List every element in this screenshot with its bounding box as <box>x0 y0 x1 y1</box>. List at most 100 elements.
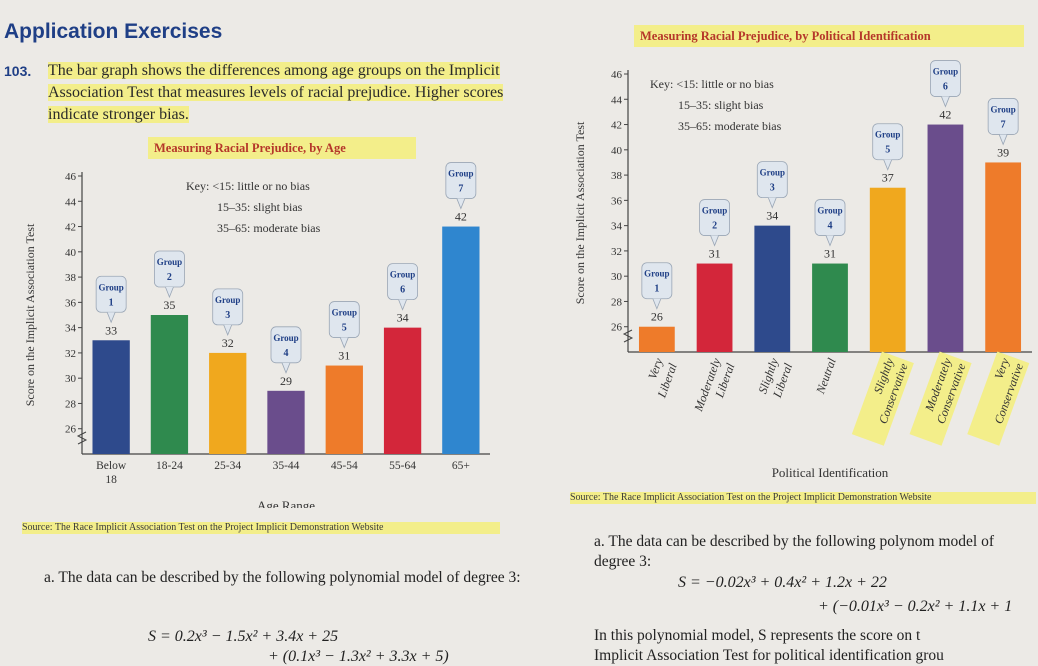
exercise-number: 103. <box>4 63 32 79</box>
group-number-7: 7 <box>458 184 463 195</box>
group-number-4: 4 <box>284 348 289 359</box>
group-number-6: 6 <box>400 285 405 296</box>
data-label-5: 37 <box>882 171 894 185</box>
y-tick-label-44: 44 <box>611 94 623 106</box>
x-tick-highlight-5 <box>851 351 914 446</box>
x-tick-label-5: 45-54 <box>331 460 358 472</box>
y-tick-label-26: 26 <box>65 424 77 436</box>
y-tick-label-46: 46 <box>611 69 623 81</box>
chart-title: Measuring Racial Prejudice, by Age <box>154 141 346 155</box>
left-question-a: a. The data can be described by the foll… <box>44 569 521 586</box>
group-callout-pointer-7 <box>998 134 1008 146</box>
group-word-5: Group <box>875 130 900 140</box>
data-label-1: 33 <box>105 323 117 337</box>
bar-2 <box>696 263 733 352</box>
bar-4 <box>812 263 848 352</box>
y-tick-label-26: 26 <box>611 322 623 334</box>
age-bar-chart: Measuring Racial Prejudice, by Age Score … <box>23 137 490 508</box>
x-tick-label-3: 25-34 <box>214 460 241 472</box>
y-tick-label-42: 42 <box>65 222 76 234</box>
group-word-6: Group <box>933 67 958 77</box>
axis-break-mark <box>622 329 634 343</box>
bar-6 <box>383 327 422 454</box>
chart-title-highlight <box>148 137 416 159</box>
data-label-3: 34 <box>766 209 778 223</box>
legend-key-line-3: 35–65: moderate bias <box>678 119 782 133</box>
group-word-5: Group <box>332 308 357 318</box>
group-number-1: 1 <box>654 284 659 295</box>
group-number-6: 6 <box>943 82 948 93</box>
group-callout-pointer-6 <box>398 299 407 311</box>
y-tick-label-44: 44 <box>65 196 77 208</box>
bar-5 <box>869 187 906 352</box>
y-tick-label-36: 36 <box>611 195 623 207</box>
y-tick-label-40: 40 <box>65 247 77 259</box>
y-tick-label-32: 32 <box>65 348 76 360</box>
bar-6 <box>927 124 964 352</box>
group-word-7: Group <box>990 104 1015 114</box>
group-callout-pointer-3 <box>767 197 777 209</box>
right-text-b1: In this polynomial model, S represents t… <box>594 627 921 644</box>
y-tick-label-40: 40 <box>611 145 623 157</box>
legend-key-line-1: Key: <15: little or no bias <box>186 179 310 193</box>
y-tick-label-38: 38 <box>611 170 623 182</box>
y-tick-label-34: 34 <box>65 323 77 335</box>
group-number-7: 7 <box>1001 119 1006 130</box>
data-label-5: 31 <box>338 349 350 363</box>
group-word-4: Group <box>817 206 842 216</box>
political-bar-chart: Measuring Racial Prejudice, by Political… <box>573 25 1032 480</box>
group-number-3: 3 <box>225 310 230 321</box>
data-label-4: 31 <box>824 247 836 261</box>
group-callout-pointer-5 <box>883 159 893 171</box>
axis-break-mark <box>76 431 88 445</box>
group-callout-pointer-7 <box>456 198 466 210</box>
data-label-2: 35 <box>163 298 175 312</box>
y-tick-label-28: 28 <box>65 398 77 410</box>
x-tick-label-4: 35-44 <box>273 460 300 472</box>
right-formula-2: + (−0.01x³ − 0.2x² + 1.1x + 1 <box>818 598 1013 615</box>
group-callout-pointer-2 <box>165 286 174 299</box>
y-tick-label-28: 28 <box>611 296 623 308</box>
bar-5 <box>325 365 363 454</box>
group-word-4: Group <box>273 333 298 343</box>
group-callout-pointer-1 <box>106 312 116 324</box>
chart-title-highlight <box>634 25 1024 47</box>
left-source-note: Source: The Race Implicit Association Te… <box>22 522 500 534</box>
x-tick-label-4: Neutral <box>813 356 839 397</box>
bar-7 <box>442 226 480 454</box>
group-callout-6 <box>387 263 418 301</box>
x-tick-label-6: 55-64 <box>389 460 416 472</box>
y-axis-label: Score on the Implicit Association Test <box>573 121 587 304</box>
x-tick-label-1-1: Below <box>96 460 127 472</box>
left-formula-2: + (0.1x³ − 1.3x² + 3.3x + 5) <box>268 648 449 665</box>
group-callout-pointer-4 <box>281 362 291 374</box>
group-callout-1 <box>95 275 127 313</box>
bar-1 <box>638 326 675 352</box>
data-label-7: 42 <box>455 210 467 224</box>
group-word-1: Group <box>98 282 123 292</box>
y-tick-label-32: 32 <box>611 246 622 258</box>
data-label-6: 34 <box>397 311 409 325</box>
data-label-3: 32 <box>222 336 234 350</box>
group-number-1: 1 <box>109 297 114 308</box>
right-source-note: Source: The Race Implicit Association Te… <box>570 492 1036 504</box>
x-tick-highlight-7 <box>967 351 1030 446</box>
x-tick-label-1-2: 18 <box>105 474 117 486</box>
y-axis-label: Score on the Implicit Association Test <box>23 223 37 406</box>
x-tick-label-2: 18-24 <box>156 460 183 472</box>
y-tick-label-30: 30 <box>611 271 623 283</box>
exercise-intro: The bar graph shows the differences amon… <box>48 60 518 126</box>
bar-7 <box>985 162 1022 352</box>
left-formula-1: S = 0.2x³ − 1.5x² + 3.4x + 25 <box>148 628 339 645</box>
y-tick-label-46: 46 <box>65 171 77 183</box>
data-label-7: 39 <box>997 145 1009 159</box>
right-formula-1: S = −0.02x³ + 0.4x² + 1.2x + 22 <box>678 574 887 591</box>
data-label-6: 42 <box>939 108 951 122</box>
section-heading: Application Exercises <box>4 20 223 43</box>
y-tick-label-38: 38 <box>65 272 77 284</box>
right-question-a: a. The data can be described by the foll… <box>594 533 995 570</box>
